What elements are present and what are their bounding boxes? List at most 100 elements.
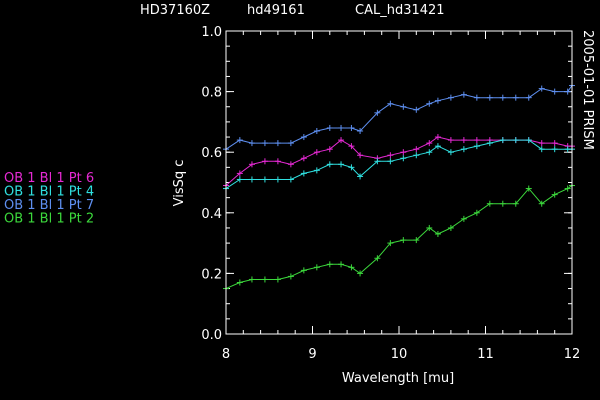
data-point	[374, 255, 381, 262]
y-tick-label: 0.4	[201, 207, 222, 222]
y-tick-label: 1.0	[201, 25, 222, 40]
series-layer	[223, 82, 575, 292]
y-axis-ticks: 0.0 0.2 0.4 0.6 0.8 1.0	[201, 25, 572, 343]
data-point	[313, 264, 320, 271]
legend-entry: OB 1 Bl 1 Pt 7	[4, 198, 94, 213]
plot-area-frame	[225, 30, 573, 335]
data-point	[551, 88, 558, 95]
y-axis-label: VisSq c	[172, 160, 187, 207]
legend: OB 1 Bl 1 Pt 6OB 1 Bl 1 Pt 4OB 1 Bl 1 Pt…	[4, 171, 94, 227]
data-point	[287, 176, 294, 183]
data-point	[512, 137, 519, 144]
data-point	[447, 94, 454, 101]
data-point	[387, 240, 394, 247]
data-point	[426, 100, 433, 107]
y-tick-label: 0.8	[201, 86, 222, 101]
series-3	[223, 82, 575, 153]
data-point	[447, 137, 454, 144]
data-point	[564, 88, 571, 95]
data-point	[261, 276, 268, 283]
legend-entry: OB 1 Bl 1 Pt 4	[4, 185, 94, 200]
data-point	[512, 94, 519, 101]
data-point	[400, 237, 407, 244]
data-point	[525, 185, 532, 192]
data-point	[357, 270, 364, 277]
data-point	[473, 209, 480, 216]
data-point	[300, 267, 307, 274]
data-point	[426, 224, 433, 231]
data-point	[326, 261, 333, 268]
header-labels: HD37160Z hd49161 CAL_hd31421	[140, 3, 445, 18]
data-point	[248, 140, 255, 147]
x-tick-label: 11	[477, 347, 494, 362]
data-point	[300, 155, 307, 162]
legend-entry: OB 1 Bl 1 Pt 6	[4, 171, 94, 186]
legend-entry: OB 1 Bl 1 Pt 2	[4, 212, 94, 227]
header-label-star: HD37160Z	[140, 3, 210, 18]
data-point	[525, 94, 532, 101]
data-point	[551, 140, 558, 147]
data-point	[434, 231, 441, 238]
data-point	[473, 137, 480, 144]
data-point	[236, 137, 243, 144]
data-point	[274, 176, 281, 183]
data-point	[413, 237, 420, 244]
data-point	[434, 134, 441, 141]
data-point	[486, 140, 493, 147]
data-point	[486, 94, 493, 101]
data-point	[525, 137, 532, 144]
header-label-hd49161: hd49161	[247, 3, 305, 18]
data-point	[426, 149, 433, 156]
series-2	[223, 137, 575, 192]
data-point	[357, 152, 364, 159]
data-point	[551, 146, 558, 153]
data-point	[400, 149, 407, 156]
data-point	[357, 173, 364, 180]
data-point	[413, 106, 420, 113]
x-axis-label: Wavelength [mu]	[342, 371, 454, 386]
data-point	[460, 215, 467, 222]
x-tick-label: 9	[308, 347, 316, 362]
data-point	[512, 200, 519, 207]
data-point	[248, 176, 255, 183]
data-point	[374, 158, 381, 165]
data-point	[287, 273, 294, 280]
data-point	[236, 170, 243, 177]
data-point	[387, 158, 394, 165]
data-point	[300, 134, 307, 141]
x-tick-label: 12	[564, 347, 581, 362]
data-point	[499, 200, 506, 207]
series-line	[225, 185, 573, 290]
data-point	[400, 155, 407, 162]
data-point	[538, 146, 545, 153]
data-point	[338, 137, 345, 144]
data-point	[499, 137, 506, 144]
data-point	[413, 146, 420, 153]
data-point	[348, 143, 355, 150]
data-point	[538, 140, 545, 147]
data-point	[338, 261, 345, 268]
x-tick-label: 8	[222, 347, 230, 362]
data-point	[473, 143, 480, 150]
data-point	[387, 100, 394, 107]
data-point	[326, 146, 333, 153]
data-point	[287, 140, 294, 147]
data-point	[274, 276, 281, 283]
data-point	[348, 264, 355, 271]
data-point	[274, 140, 281, 147]
data-point	[460, 137, 467, 144]
data-point	[434, 143, 441, 150]
data-point	[313, 167, 320, 174]
data-point	[426, 140, 433, 147]
data-point	[486, 200, 493, 207]
data-point	[261, 140, 268, 147]
data-point	[357, 127, 364, 134]
data-point	[287, 161, 294, 168]
data-point	[300, 170, 307, 177]
series-1	[223, 134, 575, 189]
data-point	[313, 149, 320, 156]
data-point	[413, 152, 420, 159]
y-tick-label: 0.0	[201, 328, 222, 343]
data-point	[551, 191, 558, 198]
